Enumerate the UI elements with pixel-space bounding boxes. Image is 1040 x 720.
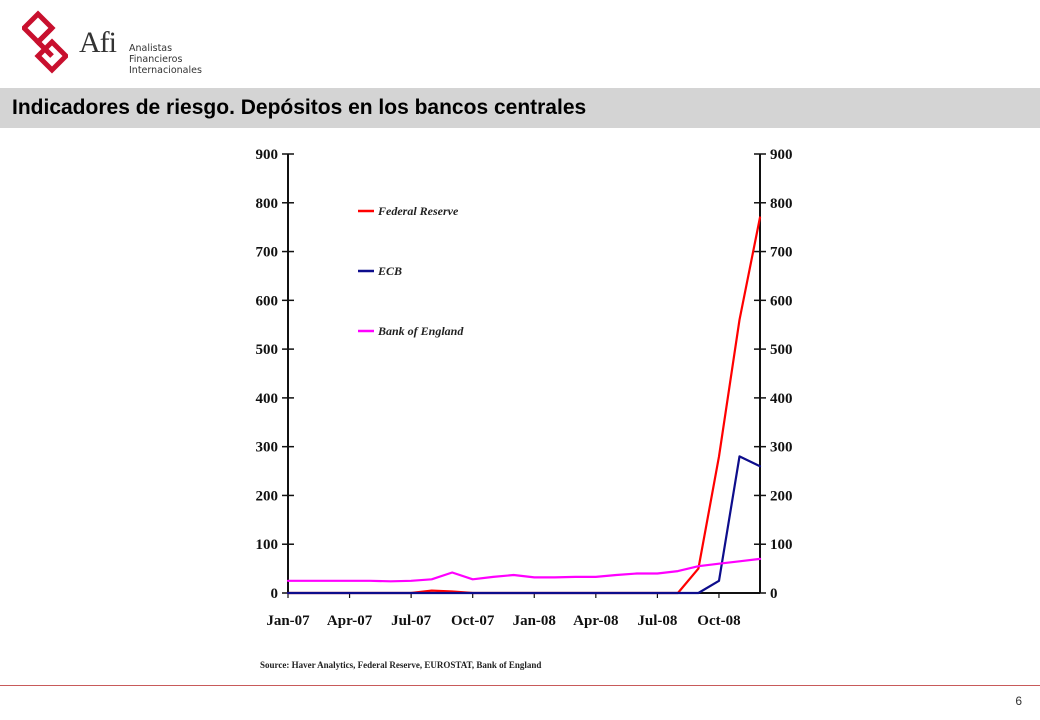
y-tick-label-left: 400 (256, 391, 279, 407)
x-tick-label: Jul-08 (637, 613, 677, 629)
y-tick-label-right: 700 (770, 245, 793, 261)
x-tick-label: Oct-08 (697, 613, 740, 629)
logo-line-1: Analistas (129, 43, 173, 54)
legend-label: Federal Reserve (377, 204, 459, 218)
x-tick-label: Jan-08 (513, 613, 556, 629)
y-tick-label-left: 300 (256, 440, 279, 456)
y-tick-label-left: 800 (256, 196, 279, 212)
logo-line-3: Internacionales (129, 65, 202, 76)
series-line-ecb (286, 455, 762, 595)
y-tick-label-right: 800 (770, 196, 793, 212)
logo-company-name: Analistas Financieros Internacionales (129, 43, 202, 76)
footer-divider (0, 685, 1040, 686)
y-tick-label-right: 200 (770, 488, 793, 504)
y-tick-label-left: 600 (256, 293, 279, 309)
legend-label: Bank of England (377, 324, 464, 338)
page-number: 6 (1015, 694, 1022, 708)
y-tick-label-left: 900 (256, 147, 279, 163)
afi-diamond-logo-icon (22, 10, 68, 74)
y-tick-label-right: 300 (770, 440, 793, 456)
afi-logo: Afi Analistas Financieros Internacionale… (22, 10, 202, 76)
logo-wordmark: Afi (79, 26, 117, 59)
y-tick-label-left: 0 (271, 586, 279, 602)
y-tick-label-right: 400 (770, 391, 793, 407)
y-tick-label-left: 100 (256, 537, 279, 553)
series-line-federal-reserve (286, 216, 762, 595)
y-tick-label-right: 500 (770, 342, 793, 358)
y-tick-label-right: 900 (770, 147, 793, 163)
x-tick-label: Apr-08 (573, 613, 618, 629)
slide-title: Indicadores de riesgo. Depósitos en los … (12, 96, 587, 119)
y-tick-label-right: 0 (770, 586, 778, 602)
x-tick-label: Apr-07 (327, 613, 373, 629)
x-tick-label: Jan-07 (266, 613, 310, 629)
chart-source-note: Source: Haver Analytics, Federal Reserve… (260, 660, 541, 670)
y-tick-label-left: 500 (256, 342, 279, 358)
series-line-bank-of-england (286, 557, 762, 583)
logo-line-2: Financieros (129, 54, 183, 65)
y-tick-label-left: 200 (256, 488, 279, 504)
y-tick-label-right: 100 (770, 537, 793, 553)
legend-label: ECB (377, 264, 402, 278)
title-bar: Indicadores de riesgo. Depósitos en los … (0, 88, 1040, 128)
central-bank-deposits-chart: 0 100 200 300 400 500 600 700 800 900 0 100 200 300 40… (256, 147, 793, 670)
y-tick-label-left: 700 (256, 245, 279, 261)
x-tick-label: Jul-07 (391, 613, 432, 629)
x-tick-label: Oct-07 (451, 613, 495, 629)
y-tick-label-right: 600 (770, 293, 793, 309)
